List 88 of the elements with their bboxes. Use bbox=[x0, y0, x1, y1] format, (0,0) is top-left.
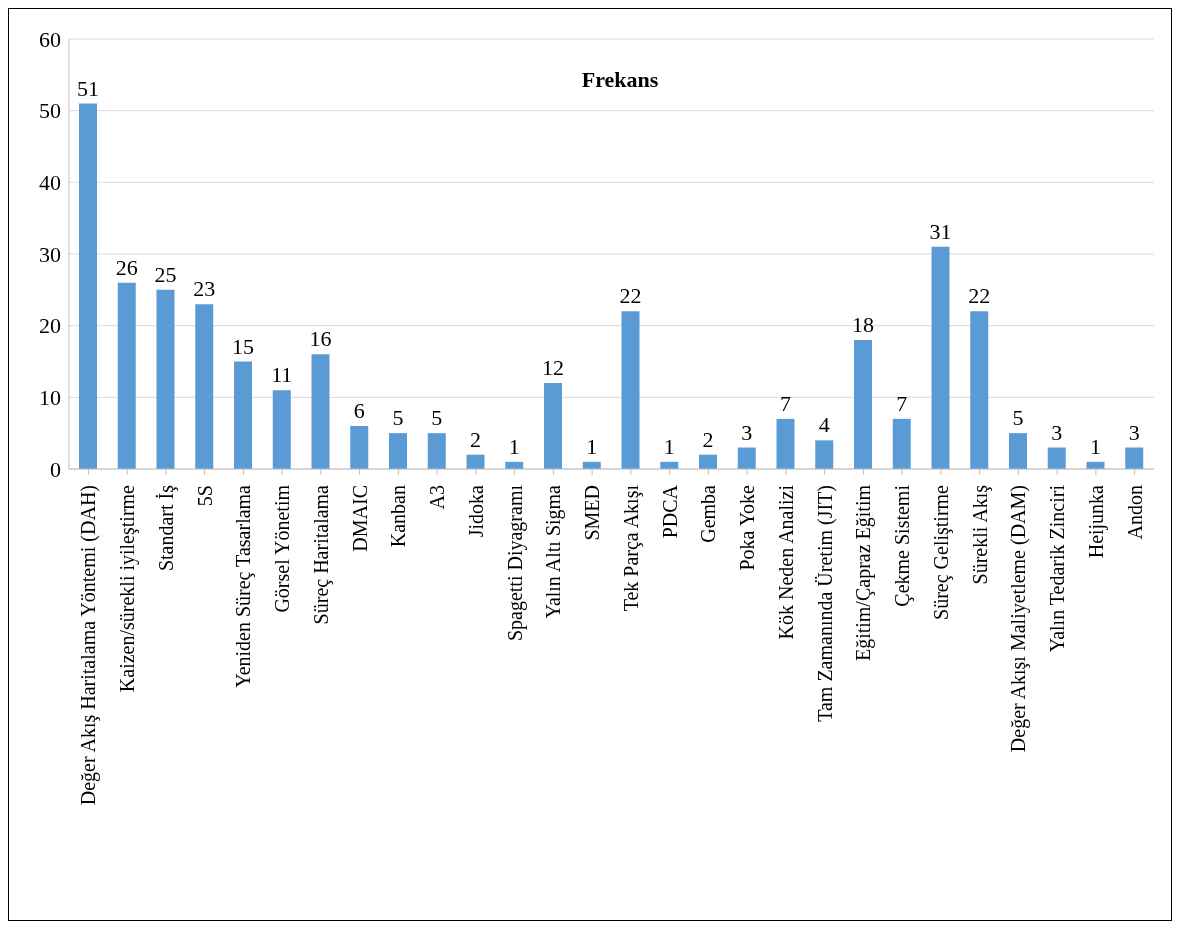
y-tick-label: 0 bbox=[50, 456, 61, 482]
data-label: 15 bbox=[232, 333, 254, 359]
data-label: 51 bbox=[77, 75, 99, 101]
data-label: 7 bbox=[780, 390, 791, 416]
data-label: 5 bbox=[392, 405, 404, 431]
bar bbox=[699, 454, 717, 469]
data-label: 16 bbox=[309, 326, 332, 352]
x-tick-label: A3 bbox=[426, 485, 449, 510]
text: Frekans bbox=[581, 67, 659, 92]
x-tick-label: 5S bbox=[193, 485, 216, 507]
bar bbox=[1125, 447, 1144, 469]
x-tick-label: Görsel Yönetim bbox=[271, 484, 294, 613]
data-label: 23 bbox=[193, 276, 216, 302]
x-tick-label: Yalın Altı Sigma bbox=[542, 484, 566, 619]
bar bbox=[427, 433, 446, 469]
x-tick-label: Kaizen/sürekli iyileştirme bbox=[116, 484, 140, 693]
data-label: 12 bbox=[542, 355, 564, 380]
data-label: 31 bbox=[929, 218, 952, 244]
bar bbox=[892, 418, 911, 469]
bar bbox=[1047, 447, 1066, 469]
x-tick-label: Andon bbox=[1123, 485, 1146, 540]
x-tick-label: DMAIC bbox=[348, 485, 371, 552]
bar bbox=[621, 311, 640, 469]
bar bbox=[1009, 433, 1027, 469]
bar bbox=[776, 418, 795, 469]
x-tick-label: Değer Akışı Maliyetleme (DAM) bbox=[1007, 485, 1031, 753]
x-tick-label: Tam Zamanında Üretim (JIT) bbox=[813, 485, 837, 722]
x-tick-label: Tek Parça Akışı bbox=[619, 484, 643, 612]
data-label: 3 bbox=[741, 419, 753, 445]
x-tick-label: Kanban bbox=[387, 485, 410, 548]
data-label: 11 bbox=[271, 362, 293, 388]
x-tick-label: SMED bbox=[581, 485, 604, 541]
bar bbox=[854, 340, 872, 469]
data-label: 6 bbox=[353, 398, 365, 423]
bar bbox=[737, 447, 756, 469]
data-label: 2 bbox=[470, 426, 481, 452]
x-tick-label: Heijunka bbox=[1084, 484, 1108, 559]
data-label: 1 bbox=[663, 433, 675, 459]
x-tick-label: Süreç Haritalama bbox=[309, 484, 333, 625]
x-tick-label: Gemba bbox=[697, 484, 720, 543]
x-tick-label: Eğitim/Çapraz Eğitim bbox=[852, 484, 876, 662]
bar bbox=[272, 390, 291, 469]
data-label: 5 bbox=[1012, 405, 1024, 431]
data-label: 1 bbox=[508, 433, 520, 459]
data-label: 22 bbox=[968, 283, 991, 309]
data-label: 1 bbox=[586, 433, 598, 459]
bar bbox=[79, 103, 97, 469]
bar bbox=[544, 383, 562, 469]
y-tick-label: 30 bbox=[39, 241, 61, 267]
data-label: 18 bbox=[852, 312, 874, 337]
data-label: 1 bbox=[1090, 433, 1101, 459]
bar bbox=[931, 246, 950, 469]
y-tick-label: 20 bbox=[39, 313, 61, 339]
x-tick-label: Çekme Sistemi bbox=[891, 484, 915, 607]
x-tick-label: Sürekli Akış bbox=[968, 484, 992, 585]
x-tick-label: Poka Yoke bbox=[736, 484, 759, 571]
x-tick-label: Spagetti Diyagramı bbox=[503, 484, 527, 642]
x-tick-label: Jidoka bbox=[464, 484, 487, 538]
x-tick-label: Kök Neden Analizi bbox=[774, 484, 797, 640]
x-tick-label: Süreç Geliştirme bbox=[929, 484, 953, 620]
bar bbox=[970, 311, 989, 469]
bar bbox=[311, 354, 330, 469]
data-label: 22 bbox=[619, 283, 642, 309]
y-tick-label: 60 bbox=[39, 26, 61, 52]
data-label: 4 bbox=[818, 412, 830, 438]
data-label: 7 bbox=[896, 390, 908, 416]
bar bbox=[350, 426, 369, 469]
x-tick-label: Değer Akış Haritalama Yöntemi (DAH) bbox=[77, 485, 101, 806]
data-label: 5 bbox=[431, 405, 443, 431]
x-tick-label: PDCA bbox=[658, 484, 681, 539]
bar bbox=[389, 433, 407, 469]
x-tick-label: Yalın Tedarik Zinciri bbox=[1046, 484, 1069, 653]
y-tick-label: 10 bbox=[39, 385, 61, 411]
bar bbox=[466, 454, 485, 469]
y-tick-label: 40 bbox=[39, 170, 61, 196]
data-label: 2 bbox=[702, 426, 714, 452]
bar bbox=[815, 440, 834, 469]
data-label: 3 bbox=[1051, 419, 1063, 445]
data-label: 3 bbox=[1128, 419, 1140, 445]
bar bbox=[156, 289, 175, 469]
bar bbox=[117, 282, 136, 469]
bar bbox=[195, 304, 214, 469]
y-tick-label: 50 bbox=[39, 98, 61, 124]
x-tick-label: Yeniden Süreç Tasarlama bbox=[232, 484, 256, 688]
data-label: 25 bbox=[154, 261, 177, 287]
bar bbox=[234, 361, 252, 469]
x-tick-label: Standart İş bbox=[154, 484, 178, 572]
data-label: 26 bbox=[115, 254, 138, 280]
